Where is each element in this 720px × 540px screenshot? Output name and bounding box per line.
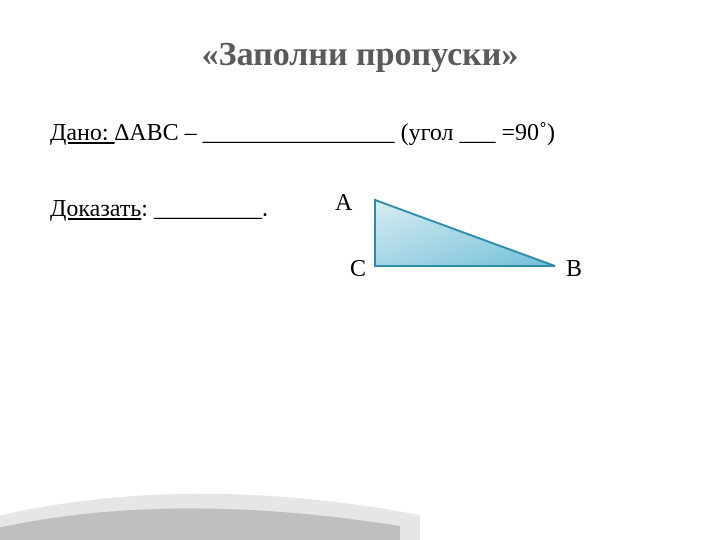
triangle-shape <box>375 200 555 266</box>
blank-1: ________________ <box>203 120 395 146</box>
swoosh-light <box>0 494 420 540</box>
page-title: «Заполни пропуски» <box>0 36 720 74</box>
triangle-svg <box>367 194 567 274</box>
swoosh-gray <box>0 508 400 540</box>
triangle-figure <box>367 194 567 279</box>
prove-period: . <box>262 196 268 222</box>
vertex-label-b: В <box>566 256 582 283</box>
prove-label: Доказать <box>50 196 141 222</box>
vertex-label-c: С <box>350 256 366 283</box>
prove-colon: : <box>141 196 154 222</box>
triangle-name: ∆АВС – <box>115 120 203 146</box>
slide: { "title": { "text": "«Заполни пропуски»… <box>0 0 720 540</box>
vertex-label-a: А <box>335 190 352 217</box>
given-line: Дано: ∆АВС – ________________ (угол ___ … <box>50 120 555 147</box>
blank-2: _________ <box>154 196 262 222</box>
given-label: Дано: <box>50 120 115 146</box>
slide-decoration <box>0 460 720 540</box>
angle-part: (угол ___ =90˚) <box>395 120 555 146</box>
prove-line: Доказать: _________. <box>50 196 268 223</box>
